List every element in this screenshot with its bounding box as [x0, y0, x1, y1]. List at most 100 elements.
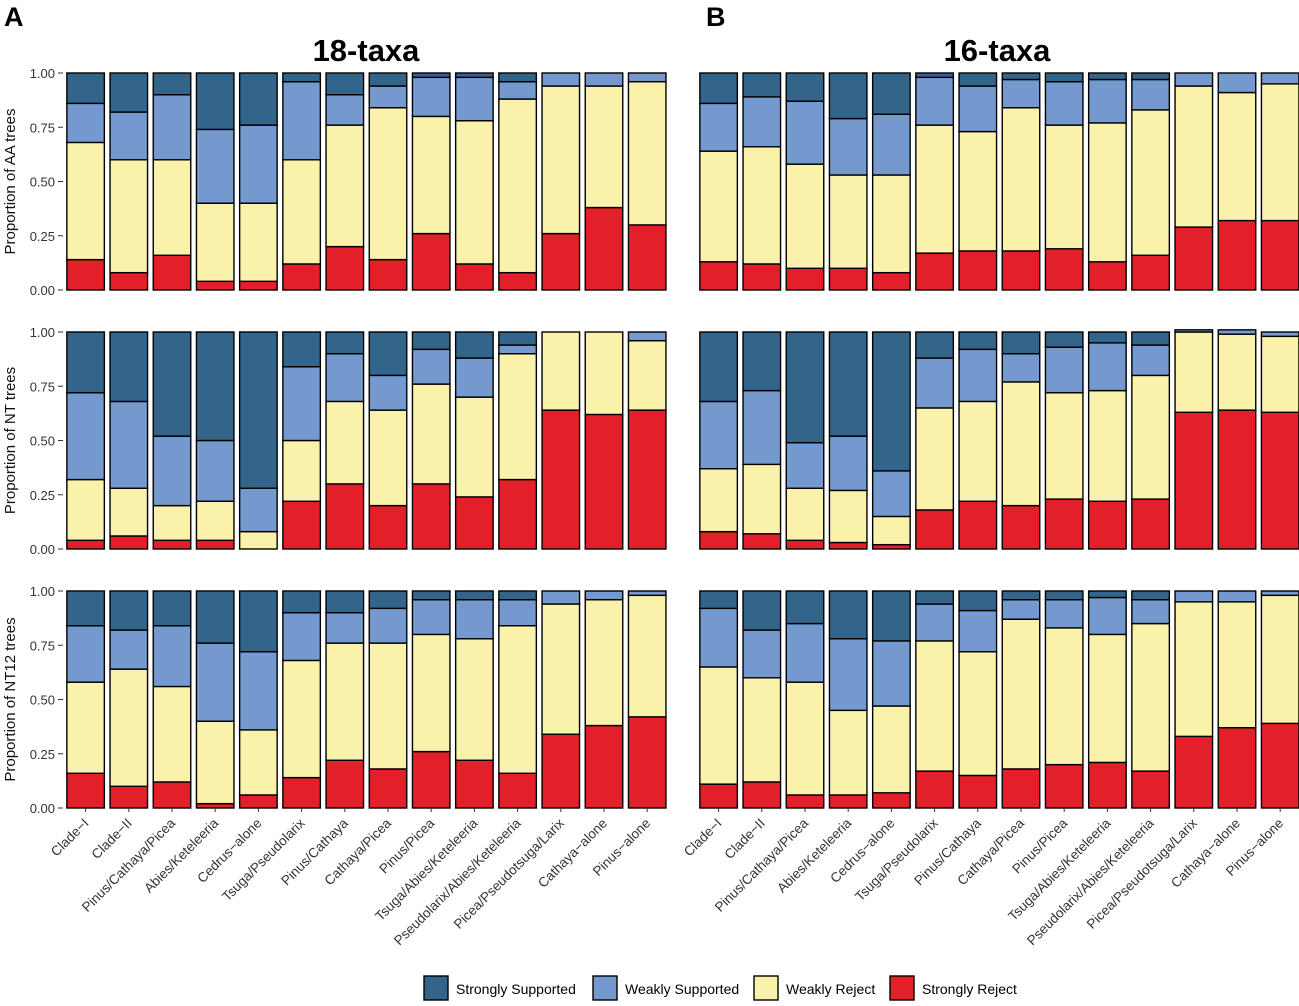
bar-segment-sr [325, 245, 365, 291]
bar-segment-ws [1131, 78, 1171, 111]
bar-segment-sr [1131, 254, 1171, 291]
y-tick-label: 1.00 [30, 66, 55, 81]
bar-segment-sr [627, 409, 667, 550]
y-axis-label: Proportion of NT12 trees [2, 617, 19, 781]
bar-segment-ws [1217, 590, 1257, 603]
bar-segment-ss [1001, 590, 1041, 601]
bar-segment-sr [66, 539, 106, 550]
bar-segment-ss [454, 331, 494, 359]
x-axis-2: Clade−IClade−IIPinus/Cathaya/PiceaAbies/… [681, 808, 1286, 948]
bar-segment-wr [238, 729, 278, 796]
y-tick-label: 0.75 [30, 379, 55, 394]
bar-segment-ws [958, 348, 998, 403]
bar-segment-ws [785, 441, 825, 489]
bar-segment-wr [785, 487, 825, 542]
bar-segment-ss [958, 331, 998, 351]
bar-segment-ss [785, 331, 825, 444]
bar-segment-wr [325, 124, 365, 248]
bar-segment-wr [368, 642, 408, 770]
bar-segment-sr [152, 254, 192, 291]
bar-segment-wr [368, 409, 408, 507]
bar-segment-sr [699, 530, 739, 550]
bar-segment-ws [627, 590, 667, 597]
y-axis-label: Proportion of AA trees [2, 109, 19, 255]
bar-segment-wr [958, 130, 998, 252]
bar-segment-sr [109, 271, 149, 291]
bar-segment-ss [498, 590, 538, 601]
bar-segment-ss [454, 72, 494, 79]
bar-segment-ws [1260, 331, 1299, 338]
panel-2-1 [699, 72, 1299, 291]
y-tick-label: 0.50 [30, 693, 55, 708]
bar-segment-wr [1001, 618, 1041, 770]
bar-segment-sr [785, 539, 825, 550]
bar-segment-ws [238, 487, 278, 533]
bar-segment-ws [915, 357, 955, 409]
bar-segment-wr [1260, 594, 1299, 725]
bar-segment-wr [627, 80, 667, 226]
bar-segment-ws [1001, 353, 1041, 383]
bar-segment-ss [282, 72, 322, 83]
bar-segment-sr [1260, 722, 1299, 809]
bar-segment-ws [785, 622, 825, 683]
bar-segment-ws [238, 651, 278, 731]
bar-segment-wr [411, 115, 451, 235]
y-tick-label: 0.00 [30, 801, 55, 816]
bar-segment-sr [454, 263, 494, 291]
bar-segment-wr [1001, 107, 1041, 252]
legend-label: Strongly Reject [922, 981, 1017, 997]
bar-segment-ss [828, 331, 868, 437]
panel-1-2: 0.00 0.25 0.50 0.75 1.00 Proportion of NT tre… [2, 325, 667, 557]
bar-segment-sr [368, 258, 408, 291]
bar-segment-wr [1260, 335, 1299, 413]
legend-swatch [423, 975, 449, 1001]
bar-segment-sr [785, 794, 825, 809]
bar-segment-wr [785, 681, 825, 796]
bar-segment-ss [915, 72, 955, 79]
bar-segment-ss [1131, 331, 1171, 346]
bar-segment-sr [958, 500, 998, 550]
y-tick-label: 0.75 [30, 638, 55, 653]
bar-segment-wr [915, 640, 955, 772]
bar-segment-ss [958, 590, 998, 612]
bar-segment-wr [915, 407, 955, 511]
bar-segment-ss [1044, 72, 1084, 83]
bar-segment-ws [454, 76, 494, 122]
bar-segment-sr [541, 733, 581, 809]
bar-segment-ss [1087, 331, 1127, 344]
bar-segment-ws [368, 374, 408, 411]
bar-segment-ss [498, 331, 538, 346]
bar-segment-wr [742, 146, 782, 265]
bar-segment-sr [152, 781, 192, 809]
bar-segment-ws [742, 389, 782, 466]
bar-segment-wr [871, 174, 911, 274]
bar-segment-ss [1131, 590, 1171, 601]
bar-segment-sr [1174, 735, 1214, 809]
bar-segment-sr [282, 263, 322, 291]
bar-segment-wr [411, 383, 451, 485]
bar-segment-ss [282, 590, 322, 614]
bar-segment-wr [742, 463, 782, 535]
bar-segment-wr [627, 594, 667, 718]
bar-segment-wr [1044, 124, 1084, 250]
bar-segment-sr [915, 770, 955, 809]
bar-segment-wr [541, 331, 581, 411]
bar-segment-sr [368, 768, 408, 809]
bar-segment-sr [1217, 219, 1257, 291]
bar-segment-wr [498, 625, 538, 774]
bar-segment-sr [325, 759, 365, 809]
bar-segment-wr [325, 400, 365, 485]
bar-segment-wr [742, 677, 782, 783]
bar-segment-sr [828, 794, 868, 809]
bar-segment-ws [1131, 598, 1171, 625]
bar-segment-wr [627, 339, 667, 411]
bar-segment-ws [498, 80, 538, 100]
bar-segment-ss [785, 590, 825, 625]
bar-segment-wr [699, 468, 739, 533]
bar-segment-ss [109, 72, 149, 113]
panel-label: A [4, 2, 24, 32]
bar-segment-ss [195, 72, 235, 131]
bar-segment-sr [1217, 727, 1257, 809]
bar-segment-sr [498, 478, 538, 550]
bar-segment-ws [282, 366, 322, 442]
